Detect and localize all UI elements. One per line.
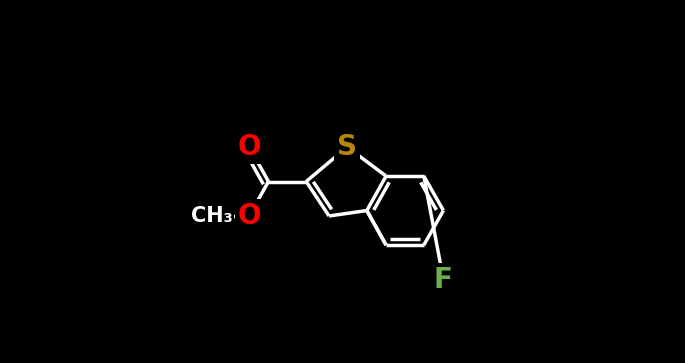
Text: S: S [337,133,357,161]
Text: O: O [238,202,261,230]
Text: F: F [434,265,453,294]
Text: O: O [238,133,261,161]
Text: CH₃: CH₃ [190,206,232,226]
